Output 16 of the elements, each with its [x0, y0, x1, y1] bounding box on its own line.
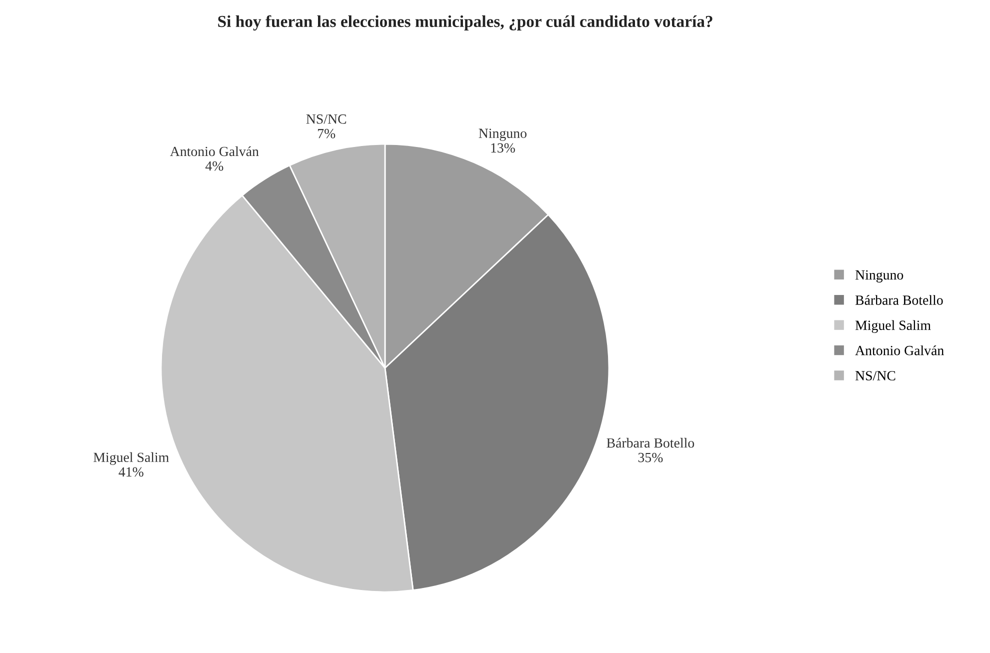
data-label: 35%: [638, 452, 663, 462]
slice-label: Miguel Salim: [94, 452, 169, 465]
slice-label: NS/NC: [306, 114, 346, 124]
legend-label: Ninguno: [855, 270, 904, 282]
legend-label: Bárbara Botello: [855, 295, 943, 305]
slice-label: Ninguno: [478, 128, 526, 141]
legend-label: NS/NC: [855, 371, 896, 380]
data-label: 41%: [118, 467, 144, 477]
data-label: 4%: [205, 161, 224, 171]
data-label: 7%: [318, 128, 336, 138]
chart-title: Si hoy fueran las elecciones municipales, ¿por cuál candidato votaría?: [218, 15, 712, 31]
slice-label: Bárbara Botello: [606, 438, 694, 448]
legend-label: Antonio Galván: [855, 345, 944, 356]
slice-label: Antonio Galván: [170, 146, 259, 156]
data-label: 13%: [491, 143, 515, 153]
legend-label: Miguel Salim: [855, 320, 931, 333]
